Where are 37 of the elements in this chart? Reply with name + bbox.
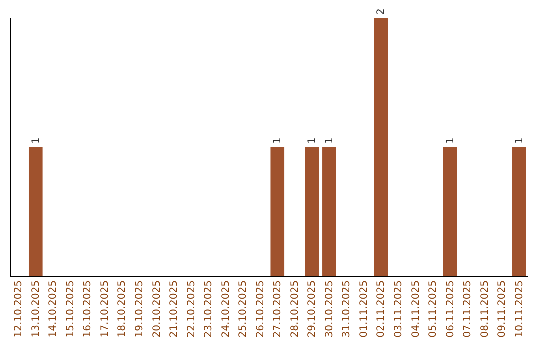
x-tick-label: 29.10.2025 [307,280,318,338]
x-tick-label: 12.10.2025 [14,280,25,338]
x-tick-label: 13.10.2025 [30,280,42,338]
x-tick-label: 07.11.2025 [462,280,474,338]
x-tick-label: 18.10.2025 [117,280,128,338]
x-tick-label: 02.11.2025 [376,280,388,338]
data-label: 1 [324,138,336,144]
x-tick-label: 28.10.2025 [290,280,301,338]
x-tick-label: 16.10.2025 [82,280,94,338]
x-tick-label: 15.10.2025 [65,280,76,338]
x-tick-label: 31.10.2025 [342,280,353,338]
data-label: 1 [445,138,456,144]
x-tick-label: 17.10.2025 [100,280,111,338]
x-tick-label: 04.11.2025 [410,280,422,338]
x-tick-label: 01.11.2025 [358,280,370,338]
x-tick-label: 05.11.2025 [428,280,440,338]
x-tick-label: 26.10.2025 [255,280,266,338]
x-tick-label: 08.11.2025 [480,280,491,338]
x-tick-label: 24.10.2025 [220,280,232,338]
x-tick-label: 03.11.2025 [394,280,404,338]
x-tick-label: 22.10.2025 [186,280,198,338]
data-label: 1 [307,138,318,144]
data-label: 2 [376,8,388,15]
x-tick-label: 21.10.2025 [169,280,180,338]
x-tick-label: 09.11.2025 [497,280,508,338]
x-tick-label: 14.10.2025 [48,280,60,338]
x-tick-label: 19.10.2025 [134,280,146,338]
x-tick-label: 23.10.2025 [204,280,215,338]
data-label: 1 [30,138,42,144]
x-tick-label: 06.11.2025 [445,280,456,338]
x-tick-label: 30.10.2025 [324,280,336,338]
x-tick-label: 20.10.2025 [152,280,163,338]
x-tick-label: 10.11.2025 [514,280,526,338]
data-label: 1 [272,138,284,144]
x-tick-label: 27.10.2025 [272,280,284,338]
x-tick-label: 25.10.2025 [238,280,250,338]
data-label: 1 [514,138,526,144]
